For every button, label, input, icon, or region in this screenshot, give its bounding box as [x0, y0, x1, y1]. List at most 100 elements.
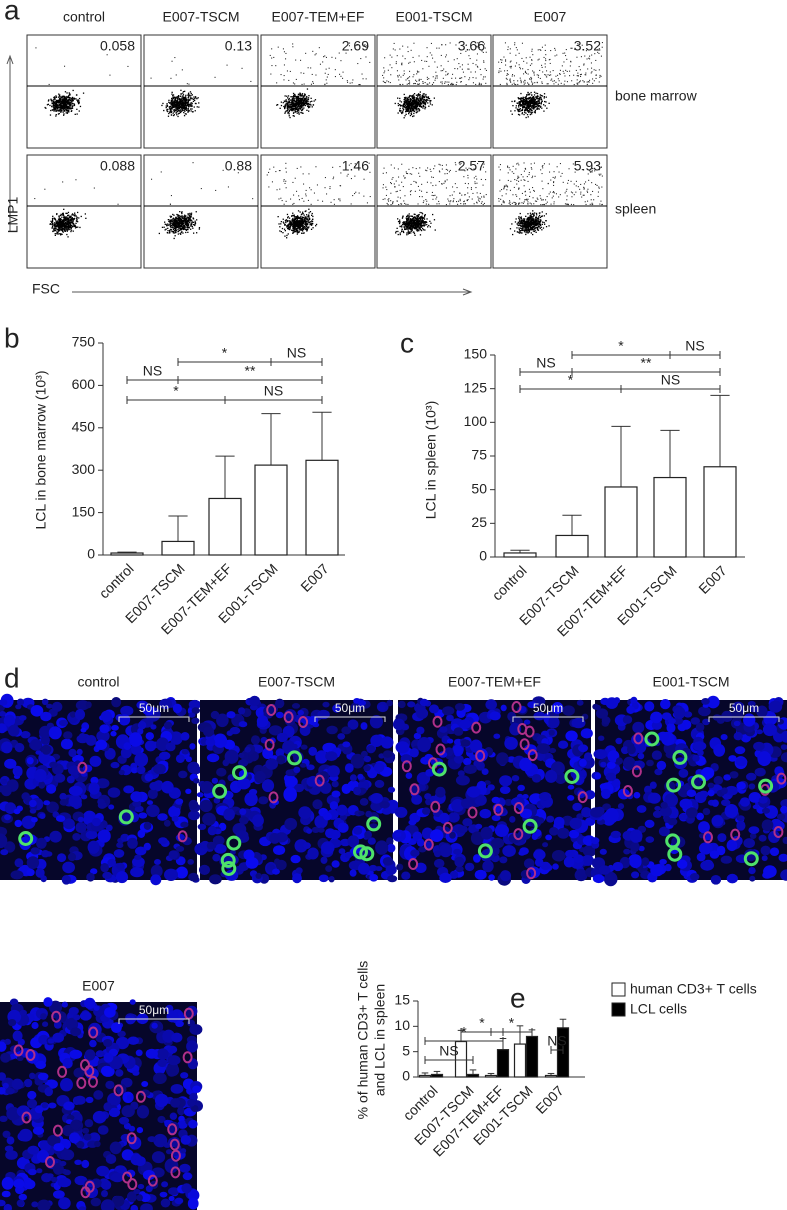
event-dot [391, 57, 392, 58]
event-dot [434, 165, 435, 166]
event-dot [538, 77, 539, 78]
event-dot [407, 98, 408, 99]
event-dot [73, 223, 74, 224]
event-dot [446, 164, 447, 165]
event-dot [193, 222, 194, 223]
event-dot [367, 202, 368, 203]
event-dot [175, 108, 176, 109]
event-dot [390, 74, 391, 75]
event-dot [272, 181, 273, 182]
event-dot [176, 74, 177, 75]
event-dot [454, 59, 455, 60]
event-dot [481, 196, 482, 197]
event-dot [294, 218, 295, 219]
event-dot [596, 74, 597, 75]
event-dot [587, 84, 588, 85]
event-dot [564, 53, 565, 54]
event-dot [553, 70, 554, 71]
event-dot [302, 212, 303, 213]
event-dot [171, 103, 172, 104]
event-dot [63, 101, 64, 102]
event-dot [423, 83, 424, 84]
event-dot [285, 183, 286, 184]
event-dot [398, 177, 399, 178]
event-dot [388, 70, 389, 71]
event-dot [555, 82, 556, 83]
event-dot [73, 103, 74, 104]
event-dot [528, 103, 529, 104]
event-dot [505, 65, 506, 66]
event-dot [297, 218, 298, 219]
event-dot [408, 106, 409, 107]
event-dot [520, 80, 521, 81]
event-dot [416, 112, 417, 113]
event-dot [182, 69, 183, 70]
event-dot [170, 204, 171, 205]
event-dot [196, 232, 197, 233]
event-dot [94, 188, 95, 189]
event-dot [432, 192, 433, 193]
event-dot [424, 229, 425, 230]
event-dot [602, 42, 603, 43]
event-dot [402, 111, 403, 112]
event-dot [455, 44, 456, 45]
event-dot [565, 55, 566, 56]
event-dot [285, 181, 286, 182]
event-dot [422, 98, 423, 99]
event-dot [405, 229, 406, 230]
event-dot [482, 201, 483, 202]
event-dot [383, 187, 384, 188]
event-dot [56, 231, 57, 232]
event-dot [176, 111, 177, 112]
event-dot [424, 61, 425, 62]
event-dot [296, 216, 297, 217]
event-dot [185, 108, 186, 109]
event-dot [404, 203, 405, 204]
event-dot [424, 225, 425, 226]
event-dot [50, 99, 51, 100]
event-dot [291, 225, 292, 226]
event-dot [455, 183, 456, 184]
event-dot [287, 220, 288, 221]
event-dot [423, 217, 424, 218]
event-dot [285, 221, 286, 222]
event-dot [421, 101, 422, 102]
event-dot [585, 73, 586, 74]
event-dot [324, 55, 325, 56]
event-dot [475, 64, 476, 65]
event-dot [50, 224, 51, 225]
event-dot [411, 111, 412, 112]
event-dot [187, 105, 188, 106]
event-dot [383, 199, 384, 200]
event-dot [306, 224, 307, 225]
event-dot [432, 195, 433, 196]
event-dot [427, 79, 428, 80]
event-dot [347, 82, 348, 83]
event-dot [185, 103, 186, 104]
event-dot [51, 227, 52, 228]
event-dot [306, 226, 307, 227]
event-dot [460, 66, 461, 67]
event-dot [302, 230, 303, 231]
event-dot [284, 105, 285, 106]
event-dot [408, 219, 409, 220]
event-dot [550, 71, 551, 72]
event-dot [485, 76, 486, 77]
event-dot [68, 224, 69, 225]
event-dot [580, 76, 581, 77]
event-dot [300, 166, 301, 167]
event-dot [527, 114, 528, 115]
panel-letter: a [4, 0, 20, 25]
event-dot [419, 196, 420, 197]
event-dot [174, 226, 175, 227]
event-dot [166, 107, 167, 108]
event-dot [55, 95, 56, 96]
event-dot [531, 94, 532, 95]
event-dot [61, 217, 62, 218]
event-dot [61, 224, 62, 225]
event-dot [170, 78, 171, 79]
event-dot [289, 99, 290, 100]
event-dot [297, 230, 298, 231]
event-dot [68, 96, 69, 97]
event-dot [273, 57, 274, 58]
